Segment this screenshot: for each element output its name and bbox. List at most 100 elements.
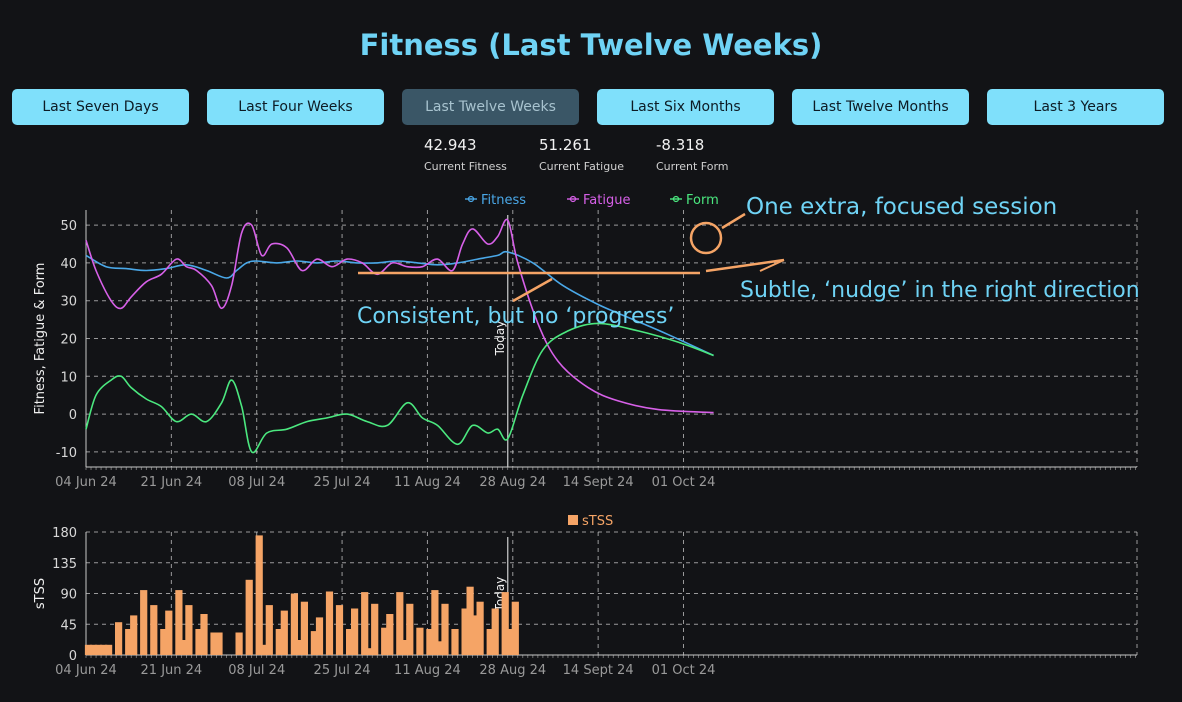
fitness-chart-today-label: Today xyxy=(493,321,507,357)
stss-bar xyxy=(461,608,469,655)
legend-stss-label: sTSS xyxy=(582,514,613,529)
stss-bar xyxy=(130,615,138,655)
stss-chart-x-tick-label: 04 Jun 24 xyxy=(55,663,117,678)
form-series-line xyxy=(85,322,714,454)
stss-bar xyxy=(431,590,439,655)
stss-bar xyxy=(105,644,113,656)
stss-chart-x-tick-label: 21 Jun 24 xyxy=(141,663,203,678)
stss-bar xyxy=(175,590,183,655)
stss-bar xyxy=(84,644,93,656)
current-fatigue-label: Current Fatigue xyxy=(539,160,624,173)
current-fitness-value: 42.943 xyxy=(424,136,477,154)
stss-bar xyxy=(160,629,168,655)
stss-bar xyxy=(265,605,273,655)
stss-bar xyxy=(200,614,208,655)
stss-chart-y-tick-label: 45 xyxy=(60,618,77,633)
stss-bar xyxy=(100,644,108,656)
annotation-session-pointer xyxy=(721,212,746,230)
stss-bar xyxy=(401,640,409,655)
fitness-chart-x-tick-label: 08 Jul 24 xyxy=(228,475,285,490)
annotation-nudge-pointer-2 xyxy=(759,259,785,272)
stss-bar xyxy=(310,631,318,655)
stss-bar xyxy=(115,622,123,655)
stss-chart-y-tick-label: 135 xyxy=(52,557,77,572)
stss-bar xyxy=(441,603,449,656)
stss-chart-y-tick-label: 0 xyxy=(69,649,77,664)
stss-bar xyxy=(366,648,374,655)
stss-bar xyxy=(451,629,459,655)
annotation-subtle-nudge: Subtle, ‘nudge’ in the right direction xyxy=(740,278,1140,303)
stss-bar xyxy=(346,629,354,655)
last-twelve-weeks-button[interactable]: Last Twelve Weeks xyxy=(402,89,579,125)
last-six-months-button[interactable]: Last Six Months xyxy=(597,89,774,125)
stss-bar xyxy=(351,608,359,655)
stss-bar xyxy=(381,627,389,655)
stss-bar xyxy=(416,627,424,655)
stss-bar xyxy=(511,601,519,655)
stss-bar xyxy=(260,644,268,656)
last-twelve-months-button[interactable]: Last Twelve Months xyxy=(792,89,969,125)
last-seven-days-button[interactable]: Last Seven Days xyxy=(12,89,189,125)
fitness-chart-x-tick-label: 25 Jul 24 xyxy=(314,475,371,490)
fitness-chart-x-tick-label: 28 Aug 24 xyxy=(479,475,546,490)
fitness-chart-x-tick-label: 01 Oct 24 xyxy=(652,475,716,490)
stss-bar xyxy=(386,614,394,655)
stss-bar xyxy=(371,603,379,656)
stss-bar xyxy=(466,586,474,655)
stss-bar xyxy=(486,629,494,655)
fitness-chart-y-axis-label: Fitness, Fatigue & Form xyxy=(33,263,48,415)
stss-bar xyxy=(280,610,288,655)
fatigue-series-line xyxy=(85,218,714,414)
current-form-value: -8.318 xyxy=(656,136,705,154)
stss-bar xyxy=(245,579,253,655)
last-3-years-button[interactable]: Last 3 Years xyxy=(987,89,1164,125)
legend-form-label: Form xyxy=(686,193,719,208)
stss-bar xyxy=(295,640,303,655)
legend-stss-marker xyxy=(568,515,578,525)
annotation-highlight-circle xyxy=(689,221,723,255)
fitness-chart-y-tick-label: 50 xyxy=(60,219,77,234)
annotation-consistent-pointer xyxy=(512,277,553,303)
stss-bar xyxy=(396,592,404,655)
stss-chart-x-tick-label: 25 Jul 24 xyxy=(314,663,371,678)
stss-chart-y-axis-label: sTSS xyxy=(33,578,48,609)
stss-bar xyxy=(436,641,444,655)
last-four-weeks-button[interactable]: Last Four Weeks xyxy=(207,89,384,125)
stss-bar xyxy=(125,629,133,655)
legend-fitness-label: Fitness xyxy=(481,193,526,208)
current-form-label: Current Form xyxy=(656,160,729,173)
fitness-chart-x-tick-label: 11 Aug 24 xyxy=(394,475,461,490)
stss-bar xyxy=(165,610,173,655)
stss-bar xyxy=(89,644,98,656)
current-fatigue-value: 51.261 xyxy=(539,136,592,154)
stss-bar xyxy=(426,629,434,655)
fitness-chart-y-tick-label: 0 xyxy=(69,408,77,423)
stss-chart-x-tick-label: 08 Jul 24 xyxy=(228,663,285,678)
stss-bar xyxy=(335,605,344,655)
fitness-chart-y-tick-label: 40 xyxy=(60,257,77,272)
fitness-chart-y-tick-label: 10 xyxy=(60,370,77,385)
stss-bar xyxy=(180,640,188,655)
stss-bar xyxy=(491,608,499,655)
stss-bar xyxy=(506,629,514,655)
stss-bar xyxy=(195,629,203,655)
page-title: Fitness (Last Twelve Weeks) xyxy=(359,28,823,62)
stss-bar xyxy=(185,605,193,655)
fitness-chart-y-tick-label: 20 xyxy=(60,333,77,348)
stss-bar xyxy=(275,629,283,655)
annotation-one-extra-session: One extra, focused session xyxy=(746,194,1057,220)
stss-chart-x-tick-label: 28 Aug 24 xyxy=(479,663,546,678)
stss-bar xyxy=(235,632,243,655)
stss-chart-y-tick-label: 90 xyxy=(60,588,77,603)
stss-bar xyxy=(215,632,223,655)
fitness-chart-x-tick-label: 21 Jun 24 xyxy=(141,475,203,490)
stss-bar xyxy=(210,632,218,655)
stss-bar xyxy=(501,592,509,655)
legend-fitness-marker xyxy=(467,195,475,203)
stss-chart-x-tick-label: 11 Aug 24 xyxy=(394,663,461,678)
stss-bar xyxy=(471,615,479,655)
stss-bar xyxy=(140,590,148,655)
stss-chart-y-tick-label: 180 xyxy=(52,526,77,541)
stss-bar xyxy=(476,601,484,655)
stss-bar xyxy=(361,592,369,655)
